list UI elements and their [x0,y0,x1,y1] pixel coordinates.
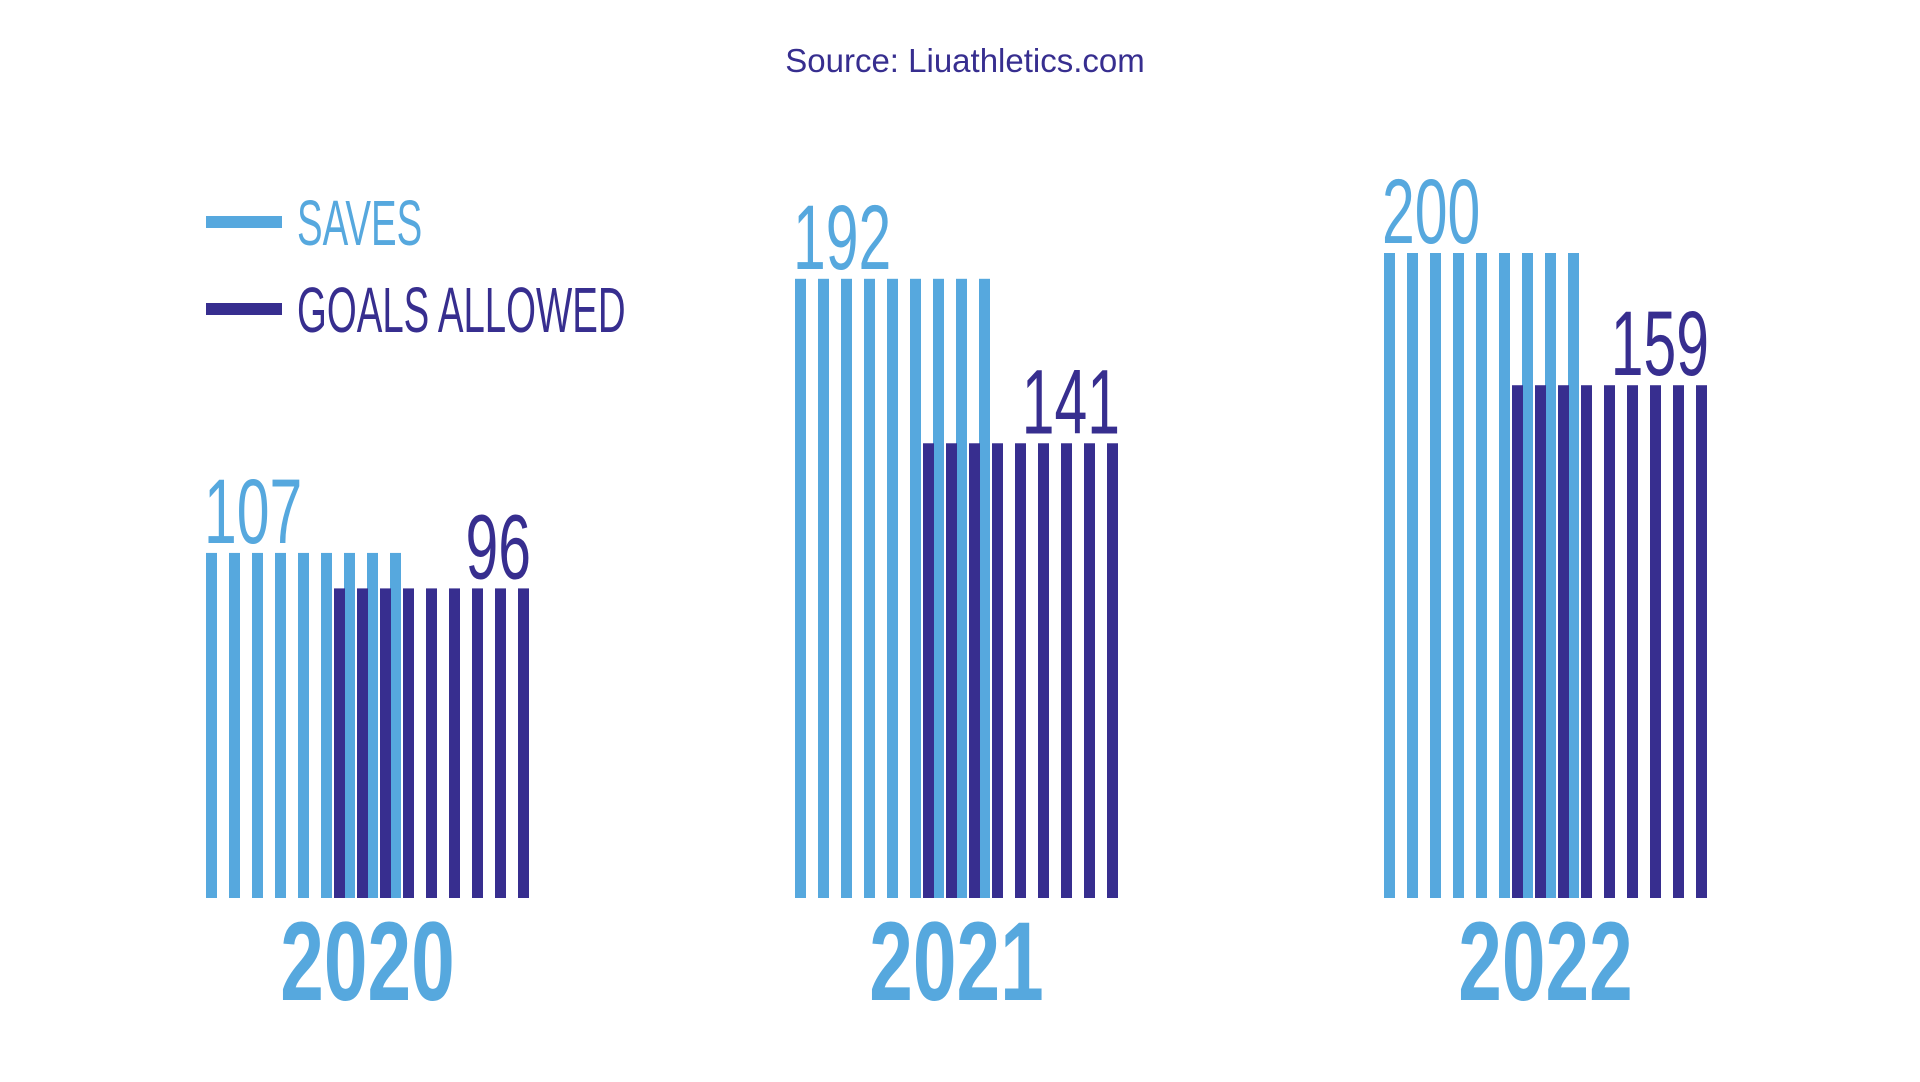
bar-saves-2022-stripe-5 [1476,253,1487,898]
bar-saves-2020-stripe-1 [206,552,217,898]
bar-goals-allowed-2020-stripe-7 [472,588,483,898]
bar-goals-allowed-2022-stripe-6 [1627,385,1638,899]
chart-source: Source: Liuathletics.com [785,42,1145,79]
data-label-saves-2020: 107 [204,461,302,563]
data-label-goals-allowed-2021: 141 [1022,351,1120,453]
bar-saves-2021-stripe-9 [979,278,990,898]
chart-legend: SAVES GOALS ALLOWED [206,188,626,347]
bar-goals-allowed-2020-stripe-5 [426,588,437,898]
bar-saves-2022-stripe-7 [1522,253,1533,898]
bar-saves-2021-stripe-5 [887,278,898,898]
bar-goals-allowed-2021-stripe-6 [1038,443,1049,898]
bar-goals-allowed-2020-stripe-8 [495,588,506,898]
bar-goals-allowed-2022-stripe-1 [1512,385,1523,899]
bar-goals-allowed-2021-stripe-3 [969,443,980,898]
bar-goals-allowed-2021-stripe-2 [946,443,957,898]
tick-label-2020: 2020 [280,899,454,1024]
tick-label-2022: 2022 [1458,899,1632,1024]
bar-goals-allowed-2022-stripe-7 [1650,385,1661,899]
legend-swatch-goals-allowed [206,303,282,315]
legend-label-goals-allowed: GOALS ALLOWED [297,275,626,347]
chart-labels: 107 96 2020 192 141 2021 200 159 2022 [204,161,1709,1025]
bar-goals-allowed-2021-stripe-9 [1107,443,1118,898]
bar-goals-allowed-2022-stripe-8 [1673,385,1684,899]
bar-goals-allowed-2022-stripe-9 [1696,385,1707,899]
bar-goals-allowed-2020-stripe-4 [403,588,414,898]
bar-goals-allowed-2020-stripe-6 [449,588,460,898]
legend-swatch-saves [206,216,282,228]
bar-saves-2020-stripe-4 [275,552,286,898]
data-label-goals-allowed-2020: 96 [466,496,531,598]
chart-bars [206,253,1707,899]
bar-saves-2020-stripe-7 [344,552,355,898]
bar-saves-2021-stripe-4 [864,278,875,898]
bar-saves-2022-stripe-6 [1499,253,1510,898]
data-label-saves-2022: 200 [1382,161,1480,263]
bar-goals-allowed-2021-stripe-5 [1015,443,1026,898]
bar-saves-2021-stripe-6 [910,278,921,898]
bar-saves-2022-stripe-8 [1545,253,1556,898]
data-label-goals-allowed-2022: 159 [1611,293,1709,395]
bar-saves-2022-stripe-4 [1453,253,1464,898]
bar-goals-allowed-2021-stripe-8 [1084,443,1095,898]
bar-saves-2020-stripe-2 [229,552,240,898]
bar-saves-2021-stripe-1 [795,278,806,898]
bar-goals-allowed-2022-stripe-3 [1558,385,1569,899]
bar-saves-2020-stripe-8 [367,552,378,898]
bar-saves-2022-stripe-9 [1568,253,1579,898]
bar-goals-allowed-2021-stripe-7 [1061,443,1072,898]
bar-goals-allowed-2022-stripe-2 [1535,385,1546,899]
bar-saves-2020-stripe-5 [298,552,309,898]
bar-goals-allowed-2022-stripe-5 [1604,385,1615,899]
bar-goals-allowed-2020-stripe-2 [357,588,368,898]
data-label-saves-2021: 192 [793,187,891,289]
bar-goals-allowed-2022-stripe-4 [1581,385,1592,899]
bar-goals-allowed-2021-stripe-4 [992,443,1003,898]
tick-label-2021: 2021 [869,899,1043,1024]
bar-saves-2022-stripe-1 [1384,253,1395,898]
bar-saves-2020-stripe-6 [321,552,332,898]
bar-saves-2020-stripe-3 [252,552,263,898]
bar-saves-2021-stripe-8 [956,278,967,898]
bar-saves-2022-stripe-2 [1407,253,1418,898]
bar-goals-allowed-2020-stripe-1 [334,588,345,898]
bar-goals-allowed-2021-stripe-1 [923,443,934,898]
bar-saves-2021-stripe-7 [933,278,944,898]
bar-saves-2021-stripe-2 [818,278,829,898]
bar-goals-allowed-2020-stripe-3 [380,588,391,898]
legend-label-saves: SAVES [297,188,422,260]
bar-saves-2022-stripe-3 [1430,253,1441,898]
bar-saves-2021-stripe-3 [841,278,852,898]
bar-goals-allowed-2020-stripe-9 [518,588,529,898]
bar-saves-2020-stripe-9 [390,552,401,898]
